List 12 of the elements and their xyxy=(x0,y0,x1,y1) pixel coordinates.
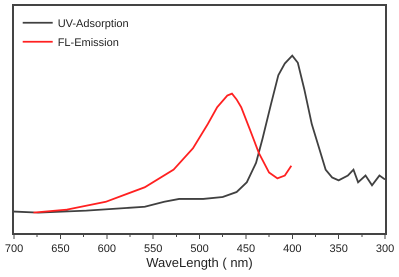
legend-label: FL-Emission xyxy=(58,37,119,50)
x-tick-label: 650 xyxy=(51,242,70,255)
legend-label: UV-Adsorption xyxy=(58,18,129,30)
x-tick-label: 450 xyxy=(236,242,256,255)
x-tick-label: 600 xyxy=(98,242,116,255)
x-tick-label: 400 xyxy=(283,242,302,255)
x-tick-label: 300 xyxy=(376,242,394,255)
x-axis-title: WaveLength ( nm) xyxy=(146,255,253,270)
x-tick-label: 500 xyxy=(190,242,209,255)
x-tick-label: 550 xyxy=(144,242,162,255)
x-tick-label: 700 xyxy=(4,242,24,255)
x-tick-label: 350 xyxy=(329,242,348,255)
